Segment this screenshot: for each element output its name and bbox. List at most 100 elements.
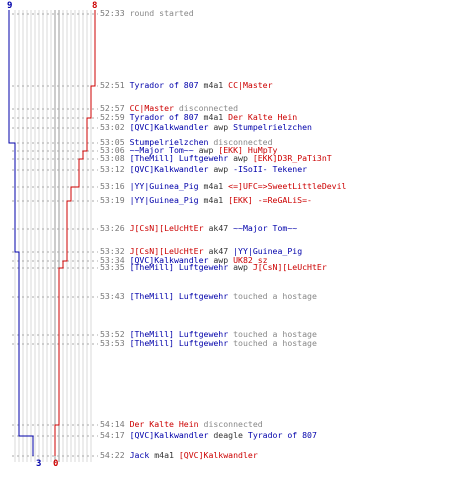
event-text-part: awp bbox=[228, 153, 253, 163]
event-row: 52:33 round started bbox=[100, 9, 194, 18]
event-text-part: [TheMill] Luftgewehr bbox=[129, 291, 229, 301]
event-text-part: [QVC]Kalkwandler bbox=[129, 122, 209, 132]
event-row: 53:06 ~~Major Tom~~ awp [EKK] HuMpTy bbox=[100, 146, 277, 155]
event-text-part: m4a1 bbox=[198, 112, 229, 122]
event-text-part: Tyrador of 807 bbox=[129, 80, 199, 90]
event-row: 54:22 Jack m4a1 [QVC]Kalkwandler bbox=[100, 451, 258, 460]
event-timestamp: 54:22 bbox=[100, 450, 130, 460]
event-text-part: awp bbox=[208, 164, 234, 174]
event-row: 54:17 [QVC]Kalkwandler deagle Tyrador of… bbox=[100, 431, 317, 440]
event-timestamp: 53:43 bbox=[100, 291, 130, 301]
event-text-part: J[CsN][LeUcHtEr bbox=[252, 262, 327, 272]
event-row: 53:08 [TheMill] Luftgewehr awp [EKK]D3R_… bbox=[100, 154, 332, 163]
event-row: 53:35 [TheMill] Luftgewehr awp J[CsN][Le… bbox=[100, 263, 327, 272]
event-timestamp: 52:33 bbox=[100, 8, 130, 18]
event-text-part: m4a1 bbox=[198, 195, 229, 205]
event-text-part: disconnected bbox=[208, 137, 273, 147]
event-text-part: awp bbox=[208, 122, 234, 132]
event-row: 53:16 |YY|Guinea_Pig m4a1 <=]UFC=>SweetL… bbox=[100, 182, 346, 191]
event-row: 52:59 Tyrador of 807 m4a1 Der Kalte Hein bbox=[100, 113, 297, 122]
event-text-part: <=]UFC=>SweetLittleDevil bbox=[228, 181, 347, 191]
event-text-part: ak47 bbox=[203, 246, 234, 256]
event-text-part: [EKK] -=ReGALiS=- bbox=[228, 195, 312, 205]
event-timestamp: 53:35 bbox=[100, 262, 130, 272]
event-timestamp: 52:51 bbox=[100, 80, 130, 90]
blue-team-start-count: 9 bbox=[7, 1, 13, 11]
event-text-part: [QVC]Kalkwandler bbox=[129, 164, 209, 174]
event-text-part: Jack bbox=[129, 450, 150, 460]
event-text-part: disconnected bbox=[173, 103, 239, 113]
event-text-part: ~~Major Tom~~ bbox=[129, 145, 194, 155]
event-text-part: [EKK] HuMpTy bbox=[218, 145, 278, 155]
event-timestamp: 53:53 bbox=[100, 338, 130, 348]
event-text-part: J[CsN][LeUcHtEr bbox=[129, 223, 204, 233]
event-text-part: [QVC]Kalkwandler bbox=[129, 430, 209, 440]
event-text-part: Stumpelrielzchen bbox=[129, 137, 209, 147]
event-row: 52:51 Tyrador of 807 m4a1 CC|Master bbox=[100, 81, 273, 90]
event-text-part: Tyrador of 807 bbox=[129, 112, 199, 122]
event-row: 52:57 CC|Master disconnected bbox=[100, 104, 238, 113]
event-text-part: Der Kalte Hein bbox=[129, 419, 199, 429]
event-text-part: m4a1 bbox=[149, 450, 179, 460]
event-text-part: -ISoII- Tekener bbox=[233, 164, 308, 174]
event-text-part: awp bbox=[208, 255, 234, 265]
event-text-part: [QVC]Kalkwandler bbox=[129, 255, 209, 265]
event-timestamp: 53:06 bbox=[100, 145, 130, 155]
event-text-part: Tyrador of 807 bbox=[247, 430, 317, 440]
red-team-end-count: 0 bbox=[53, 459, 59, 469]
timeline-gridlines bbox=[14, 10, 92, 462]
event-text-part: [TheMill] Luftgewehr bbox=[129, 153, 229, 163]
event-row: 53:05 Stumpelrielzchen disconnected bbox=[100, 138, 273, 147]
event-timestamp: 53:12 bbox=[100, 164, 130, 174]
event-text-part: Stumpelrielzchen bbox=[233, 122, 312, 132]
event-row: 53:32 J[CsN][LeUcHtEr ak47 |YY|Guinea_Pi… bbox=[100, 247, 302, 256]
event-text-part: awp bbox=[193, 145, 219, 155]
blue-team-end-count: 3 bbox=[36, 459, 42, 469]
event-timestamp: 53:52 bbox=[100, 329, 130, 339]
event-text-part: touched a hostage bbox=[228, 329, 317, 339]
event-text-part: CC|Master bbox=[228, 80, 273, 90]
event-text-part: deagle bbox=[208, 430, 248, 440]
event-text-part: |YY|Guinea_Pig bbox=[233, 246, 303, 256]
event-timestamp: 52:59 bbox=[100, 112, 130, 122]
event-text-part: [TheMill] Luftgewehr bbox=[129, 329, 229, 339]
event-timestamp: 53:34 bbox=[100, 255, 130, 265]
event-timestamp: 53:08 bbox=[100, 153, 130, 163]
event-text-part: CC|Master bbox=[129, 103, 174, 113]
event-timestamp: 53:05 bbox=[100, 137, 130, 147]
event-text-part: touched a hostage bbox=[228, 338, 317, 348]
event-text-part: [QVC]Kalkwandler bbox=[178, 450, 258, 460]
event-row: 53:34 [QVC]Kalkwandler awp UK82_sz bbox=[100, 256, 268, 265]
event-timestamp: 53:02 bbox=[100, 122, 130, 132]
event-text-part: |YY|Guinea_Pig bbox=[129, 181, 199, 191]
event-text-part: UK82_sz bbox=[233, 255, 268, 265]
event-text-part: Der Kalte Hein bbox=[228, 112, 298, 122]
round-timeline-graph bbox=[8, 10, 98, 462]
event-text-part: J[CsN][LeUcHtEr bbox=[129, 246, 204, 256]
event-row: 53:19 |YY|Guinea_Pig m4a1 [EKK] -=ReGALi… bbox=[100, 196, 312, 205]
event-row: 53:02 [QVC]Kalkwandler awp Stumpelrielzc… bbox=[100, 123, 312, 132]
event-text-part: disconnected bbox=[198, 419, 263, 429]
red-team-start-count: 8 bbox=[92, 1, 98, 11]
event-text-part: awp bbox=[228, 262, 253, 272]
event-timestamp: 54:14 bbox=[100, 419, 130, 429]
event-connector-dashes bbox=[12, 13, 98, 457]
event-text-part: [TheMill] Luftgewehr bbox=[129, 262, 229, 272]
event-text-part: ~~Major Tom~~ bbox=[233, 223, 298, 233]
event-row: 54:14 Der Kalte Hein disconnected bbox=[100, 420, 263, 429]
event-row: 53:26 J[CsN][LeUcHtEr ak47 ~~Major Tom~~ bbox=[100, 224, 297, 233]
event-timestamp: 52:57 bbox=[100, 103, 130, 113]
event-text-part: |YY|Guinea_Pig bbox=[129, 195, 199, 205]
event-text-part: [EKK]D3R_PaTi3nT bbox=[252, 153, 332, 163]
event-timestamp: 53:16 bbox=[100, 181, 130, 191]
event-timestamp: 53:26 bbox=[100, 223, 130, 233]
event-timestamp: 53:32 bbox=[100, 246, 130, 256]
event-text-part: round started bbox=[129, 8, 194, 18]
event-row: 53:12 [QVC]Kalkwandler awp -ISoII- Teken… bbox=[100, 165, 307, 174]
event-timestamp: 54:17 bbox=[100, 430, 130, 440]
event-row: 53:43 [TheMill] Luftgewehr touched a hos… bbox=[100, 292, 317, 301]
red-team-alive-line bbox=[54, 10, 96, 456]
event-text-part: [TheMill] Luftgewehr bbox=[129, 338, 229, 348]
event-timestamp: 53:19 bbox=[100, 195, 130, 205]
event-text-part: m4a1 bbox=[198, 80, 229, 90]
